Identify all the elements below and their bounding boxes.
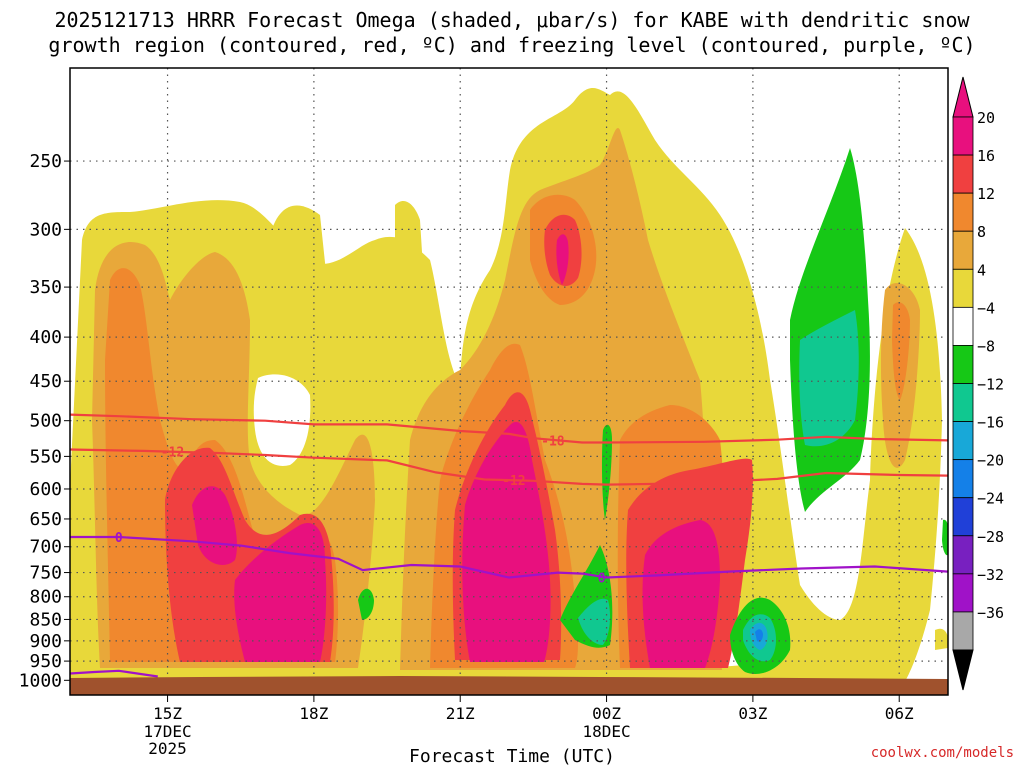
colorbar-label-0: 20 [977, 109, 995, 127]
colorbar-segment-7 [952, 383, 974, 422]
x-axis-title: Forecast Time (UTC) [409, 746, 615, 767]
colorbar-label-11: −28 [977, 528, 1004, 546]
y-axis: 2503003504004505005506006507007508008509… [19, 151, 70, 691]
grid-lines [70, 68, 948, 695]
colorbar-label-4: 4 [977, 261, 986, 279]
colorbar-label-1: 16 [977, 147, 995, 165]
y-tick-label-800: 800 [29, 587, 62, 608]
colorbar-segment-13 [952, 611, 974, 651]
colorbar-label-2: 12 [977, 185, 995, 203]
omega-fill-neg-16-20 [755, 629, 763, 642]
y-tick-label-1000: 1000 [19, 670, 62, 691]
x-tick-label-06Z: 06Z [885, 704, 914, 723]
x-tick-label-03Z: 03Z [738, 704, 767, 723]
colorbar-segment-4 [952, 268, 974, 308]
isotherm-label-2-label2_at: 0 [598, 572, 606, 587]
colorbar-segment-2 [952, 192, 974, 232]
isotherm-line-1 [70, 448, 948, 486]
isotherm-line-3 [70, 669, 158, 678]
colorbar-label-3: 8 [977, 223, 986, 241]
x-tick-label-00Z: 00Z [592, 704, 621, 723]
colorbar-label-9: −20 [977, 452, 1004, 470]
colorbar-arrow-top [952, 76, 974, 118]
colorbar-segment-12 [952, 573, 974, 613]
colorbar-label-8: −16 [977, 414, 1004, 432]
y-tick-label-450: 450 [29, 371, 62, 392]
isotherm-line-0 [70, 413, 948, 444]
x-tick-label-15Z: 15Z [153, 704, 182, 723]
isotherm-label-1-label_at: -12 [161, 446, 184, 461]
y-tick-label-550: 550 [29, 446, 62, 467]
isotherm-label-0-label_at: -18 [541, 434, 565, 449]
y-tick-label-650: 650 [29, 509, 62, 530]
colorbar-segment-8 [952, 421, 974, 461]
chart-title-line-2: growth region (contoured, red, ºC) and f… [48, 33, 976, 57]
y-tick-label-600: 600 [29, 479, 62, 500]
terrain-fill [70, 676, 948, 695]
omega-shading [70, 88, 948, 690]
colorbar-label-6: −8 [977, 337, 995, 355]
colorbar-label-7: −12 [977, 376, 1004, 394]
isotherm-lines [70, 413, 948, 678]
omega-fill-over-20 [192, 234, 720, 668]
x-tick-sublabel-2025: 2025 [148, 739, 187, 758]
x-tick-label-18Z: 18Z [299, 704, 328, 723]
x-tick-label-21Z: 21Z [446, 704, 475, 723]
colorbar-segment-6 [952, 345, 974, 384]
colorbar-segment-5 [952, 306, 974, 346]
x-tick-sublabel-17DEC: 17DEC [143, 722, 191, 741]
chart-title-line-1: 2025121713 HRRR Forecast Omega (shaded, … [54, 8, 970, 32]
colorbar-segment-10 [952, 497, 974, 537]
colorbar-segment-3 [952, 230, 974, 270]
y-tick-label-700: 700 [29, 537, 62, 558]
isotherm-label-2-label_at: 0 [115, 531, 123, 546]
y-tick-label-500: 500 [29, 411, 62, 432]
y-tick-label-300: 300 [29, 219, 62, 240]
colorbar-label-5: −4 [977, 299, 995, 317]
isotherm-line-2 [70, 535, 948, 579]
colorbar-label-10: −24 [977, 490, 1004, 508]
colorbar-segment-9 [952, 459, 974, 499]
isotherm-label-1-label2_at: -12 [502, 474, 525, 489]
y-tick-label-900: 900 [29, 631, 62, 652]
isotherm-labels: -18 -12 -12 0 0 [115, 434, 606, 587]
colorbar-segment-1 [952, 154, 974, 194]
y-tick-label-350: 350 [29, 277, 62, 298]
colorbar-segment-11 [952, 535, 974, 575]
colorbar-segment-0 [952, 116, 974, 156]
y-tick-label-850: 850 [29, 609, 62, 630]
y-tick-label-250: 250 [29, 151, 62, 172]
x-tick-sublabel-18DEC: 18DEC [582, 722, 630, 741]
y-tick-label-950: 950 [29, 651, 62, 672]
y-tick-label-750: 750 [29, 563, 62, 584]
y-tick-label-400: 400 [29, 327, 62, 348]
colorbar-label-12: −32 [977, 566, 1004, 584]
credit-text: coolwx.com/models [870, 745, 1014, 761]
colorbar: 20 16 12 8 4 −4 −8 −12 −16 −20 −24 −28 −32 −36 [952, 76, 1004, 691]
colorbar-label-13: −36 [977, 604, 1004, 622]
colorbar-arrow-bottom [952, 649, 974, 691]
